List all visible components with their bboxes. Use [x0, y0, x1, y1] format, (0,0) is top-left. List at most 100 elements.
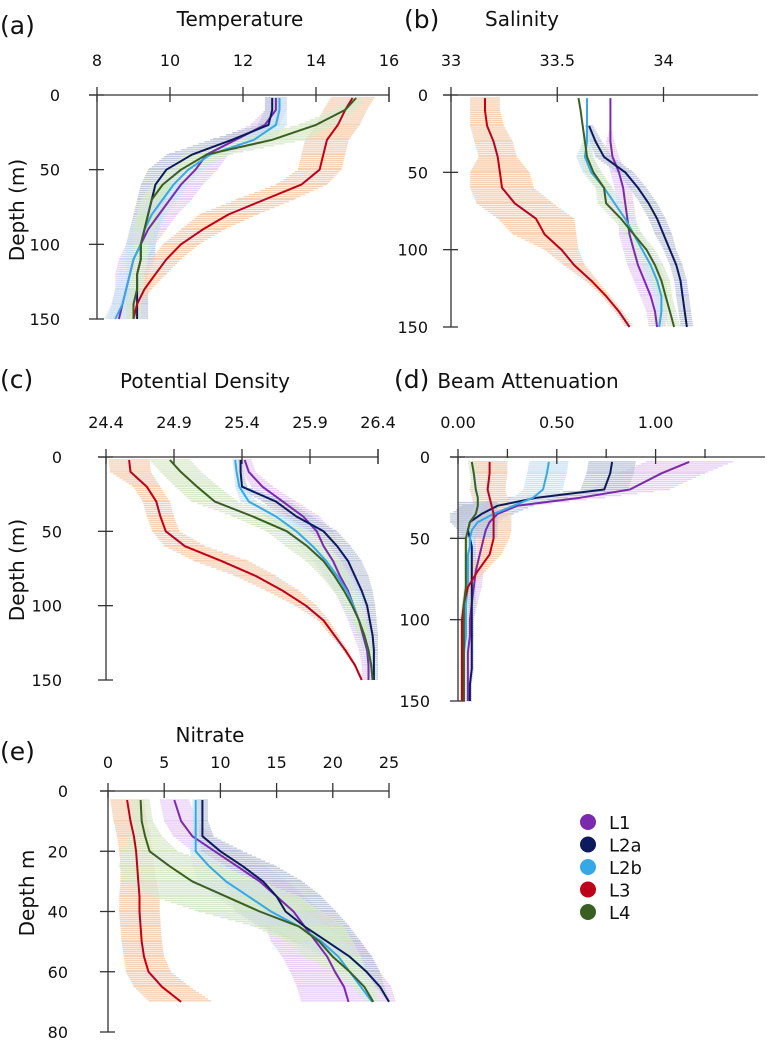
- axes: [89, 87, 390, 320]
- x-tick-label: 33: [441, 51, 461, 70]
- y-tick-label: 0: [58, 782, 68, 801]
- y-tick-label: 60: [48, 963, 68, 982]
- legend-item-L3: L3: [580, 881, 630, 902]
- legend-marker: [580, 881, 596, 898]
- series-line-L4: [169, 459, 374, 681]
- x-tick-label: 0: [103, 753, 113, 772]
- chart-title: Beam Attenuation: [437, 369, 618, 393]
- legend-label: L2a: [609, 836, 642, 857]
- legend-item-L2b: L2b: [580, 858, 642, 879]
- panel-b: 33 33.5 34 0 50 100 150 (b) Salinity: [397, 5, 758, 337]
- x-tick-label: 10: [160, 51, 180, 70]
- series-line-L1: [243, 459, 370, 680]
- x-tick-label: 16: [379, 51, 399, 70]
- chart-title: Potential Density: [120, 369, 290, 393]
- y-tick-label: 50: [40, 161, 60, 180]
- legend-label: L1: [609, 813, 630, 834]
- x-tick-label: 8: [92, 51, 102, 70]
- y-tick-label: 100: [399, 611, 430, 630]
- y-tick-label: 0: [50, 86, 60, 105]
- x-tick-label: 25: [379, 753, 399, 772]
- panel-c: 24.4 24.9 25.4 25.9 26.4 0 50 100 150 (c) Potentia…: [0, 365, 396, 690]
- series-line-L2b: [114, 98, 281, 320]
- x-tick-label: 34: [653, 51, 673, 70]
- y-axis-label: Depth m: [15, 850, 39, 937]
- y-tick-label: 150: [399, 692, 430, 711]
- series-lines: [484, 97, 688, 328]
- x-tick-label: 12: [233, 51, 253, 70]
- series-line-L2a: [588, 125, 688, 328]
- x-tick-label: 15: [266, 753, 286, 772]
- x-tick-label: 0.50: [539, 413, 575, 432]
- y-axis-label: Depth (m): [5, 519, 29, 621]
- panel-label: (a): [0, 11, 35, 40]
- y-tick-label: 40: [48, 903, 68, 922]
- y-tick-label: 150: [31, 671, 62, 690]
- x-tick-label: 24.4: [88, 413, 124, 432]
- y-tick-label: 80: [48, 1023, 68, 1040]
- series-line-L3: [461, 461, 495, 701]
- panel-label: (c): [0, 365, 33, 394]
- x-tick-label: 5: [159, 753, 169, 772]
- y-tick-label: 150: [397, 318, 428, 337]
- legend-marker: [580, 814, 596, 830]
- legend-item-L2a: L2a: [580, 836, 642, 857]
- series-line-L4: [139, 799, 375, 1003]
- series-line-L1: [466, 460, 690, 701]
- x-tick-label: 26.4: [360, 413, 396, 432]
- y-tick-label: 0: [420, 448, 430, 467]
- panel-a: 8 10 12 14 16 0 50 100 150 (a) Temperature Depth (m…: [0, 7, 399, 329]
- panel-label: (d): [394, 365, 429, 394]
- chart-title: Temperature: [176, 7, 304, 31]
- y-tick-label: 20: [48, 842, 68, 861]
- series-lines: [461, 460, 690, 701]
- legend-label: L4: [609, 903, 630, 924]
- panel-d: 0.00 0.50 1.00 0 50 100 150 (d) Beam Attenuation: [394, 365, 765, 711]
- panel-e: 0 5 10 15 20 25 0 20 40 60 80 (e) Nitrate Depth m: [0, 723, 399, 1040]
- x-tick-label: 20: [323, 753, 343, 772]
- chart-title: Salinity: [485, 7, 559, 31]
- y-tick-label: 50: [408, 163, 428, 182]
- legend-marker: [580, 859, 596, 875]
- y-tick-label: 50: [410, 529, 430, 548]
- x-tick-label: 14: [306, 51, 326, 70]
- y-tick-label: 0: [52, 448, 62, 467]
- panel-label: (b): [404, 5, 439, 34]
- x-tick-label: 25.9: [292, 413, 328, 432]
- series-line-L3: [132, 97, 354, 320]
- series-line-L4: [132, 97, 357, 319]
- error-band-L2a: [584, 125, 694, 327]
- series-lines: [114, 97, 357, 320]
- axes: [98, 449, 379, 681]
- series-line-L4: [462, 461, 479, 701]
- y-tick-label: 100: [397, 241, 428, 260]
- series-lines: [128, 459, 375, 681]
- series-line-L3: [484, 98, 631, 328]
- axes: [443, 87, 758, 328]
- x-tick-label: 25.4: [224, 413, 260, 432]
- legend-marker: [580, 904, 596, 920]
- x-tick-label: 10: [210, 753, 230, 772]
- legend-item-L4: L4: [580, 903, 630, 924]
- y-axis-label: Depth (m): [5, 159, 29, 261]
- legend-item-L1: L1: [580, 813, 630, 834]
- error-bands: [450, 461, 733, 702]
- panel-label: (e): [0, 737, 35, 766]
- chart-title: Nitrate: [176, 723, 245, 747]
- axes: [100, 783, 390, 1033]
- series-line-L3: [128, 459, 363, 681]
- series-line-L2a: [239, 460, 375, 680]
- legend-marker: [580, 836, 596, 853]
- y-tick-label: 50: [42, 522, 62, 541]
- legend-label: L2b: [609, 858, 642, 879]
- legend-label: L3: [609, 881, 630, 902]
- x-tick-label: 1.00: [638, 413, 674, 432]
- series-line-L1: [609, 98, 659, 328]
- series-line-L2a: [201, 800, 390, 1003]
- y-tick-label: 100: [31, 597, 62, 616]
- y-tick-label: 0: [418, 86, 428, 105]
- x-tick-label: 0.00: [440, 413, 476, 432]
- x-tick-label: 33.5: [539, 51, 575, 70]
